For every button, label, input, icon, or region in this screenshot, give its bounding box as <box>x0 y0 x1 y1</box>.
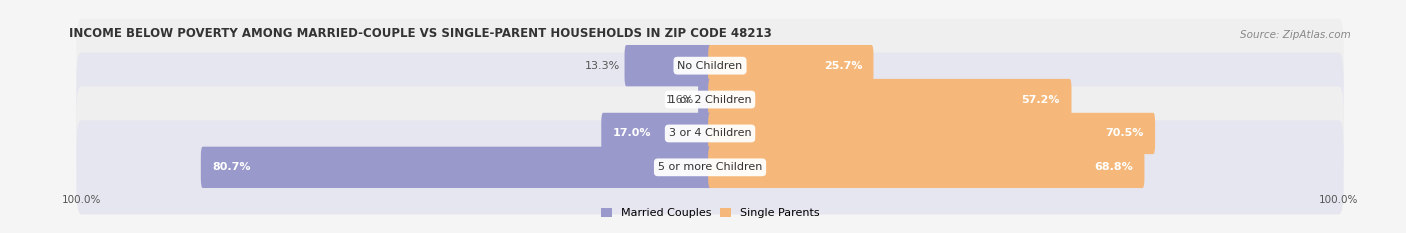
FancyBboxPatch shape <box>709 79 1071 120</box>
Text: 70.5%: 70.5% <box>1105 128 1144 138</box>
Text: 17.0%: 17.0% <box>613 128 651 138</box>
Text: 1 or 2 Children: 1 or 2 Children <box>669 95 751 105</box>
Text: 57.2%: 57.2% <box>1022 95 1060 105</box>
FancyBboxPatch shape <box>201 147 711 188</box>
Text: INCOME BELOW POVERTY AMONG MARRIED-COUPLE VS SINGLE-PARENT HOUSEHOLDS IN ZIP COD: INCOME BELOW POVERTY AMONG MARRIED-COUPL… <box>69 27 772 41</box>
FancyBboxPatch shape <box>709 113 1156 154</box>
Text: 1.6%: 1.6% <box>665 95 693 105</box>
Text: 5 or more Children: 5 or more Children <box>658 162 762 172</box>
FancyBboxPatch shape <box>76 52 1344 147</box>
FancyBboxPatch shape <box>76 19 1344 113</box>
Text: 80.7%: 80.7% <box>212 162 250 172</box>
FancyBboxPatch shape <box>76 120 1344 214</box>
FancyBboxPatch shape <box>602 113 711 154</box>
Text: 25.7%: 25.7% <box>824 61 862 71</box>
FancyBboxPatch shape <box>709 147 1144 188</box>
FancyBboxPatch shape <box>76 86 1344 181</box>
Text: 3 or 4 Children: 3 or 4 Children <box>669 128 751 138</box>
Text: No Children: No Children <box>678 61 742 71</box>
FancyBboxPatch shape <box>699 79 711 120</box>
Text: 68.8%: 68.8% <box>1094 162 1133 172</box>
Text: 13.3%: 13.3% <box>585 61 620 71</box>
FancyBboxPatch shape <box>709 45 873 86</box>
Text: Source: ZipAtlas.com: Source: ZipAtlas.com <box>1240 31 1351 41</box>
Legend: Married Couples, Single Parents: Married Couples, Single Parents <box>600 208 820 218</box>
FancyBboxPatch shape <box>624 45 711 86</box>
